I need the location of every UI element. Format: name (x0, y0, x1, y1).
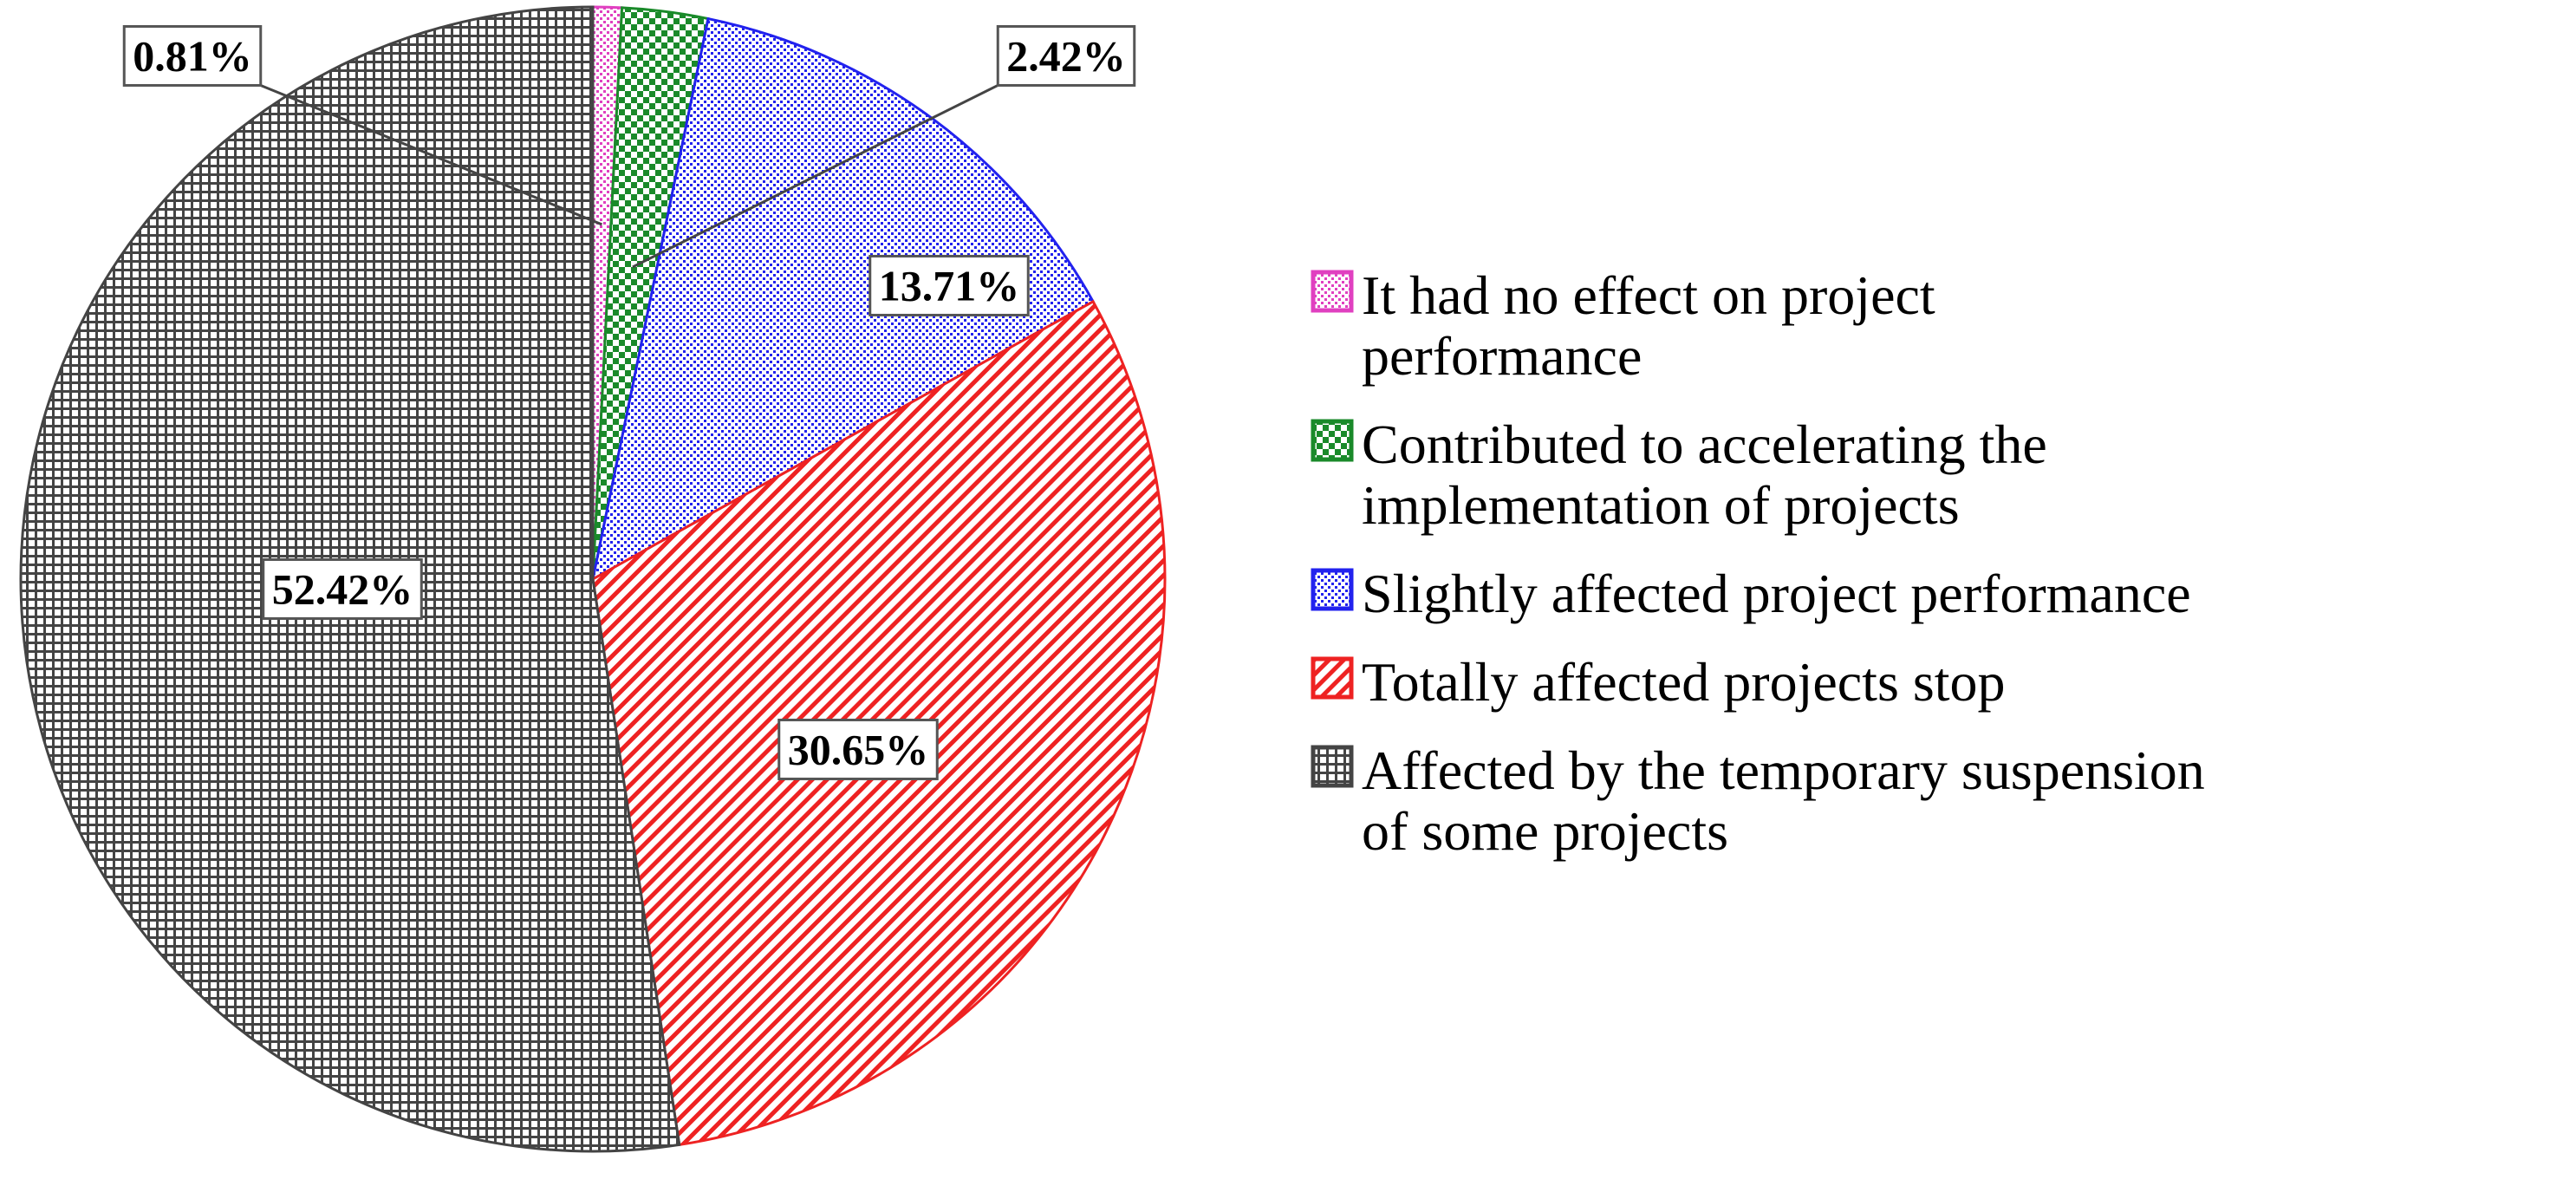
data-label-5: 52.42% (262, 557, 423, 620)
data-labels: 0.81% 2.42% 13.71% 30.65% 52.42% (122, 24, 1136, 780)
leader-line-2 (632, 84, 999, 269)
data-label-box-3 (868, 254, 1030, 316)
legend-label-5-line-1: Affected by the temporary suspension (1362, 740, 2205, 801)
legend-item-3: Slightly affected project performance (1311, 563, 2191, 624)
legend-item-2: Contributed to accelerating theimplement… (1311, 414, 2047, 536)
data-label-3: 13.71% (868, 254, 1030, 316)
data-label-box-5 (262, 557, 423, 620)
legend-swatch-3 (1311, 568, 1354, 611)
data-label-box-1 (122, 24, 263, 87)
data-label-text-4: 30.65% (788, 725, 929, 773)
legend-label-4-line-1: Totally affected projects stop (1362, 651, 2006, 713)
data-label-text-1: 0.81% (133, 31, 252, 80)
legend-swatch-1 (1311, 270, 1354, 313)
legend-swatch-2 (1311, 419, 1354, 462)
legend-label-3-line-1: Slightly affected project performance (1362, 563, 2191, 624)
legend-label-1-line-1: It had no effect on project (1362, 264, 1935, 326)
pie-slices (19, 5, 1167, 1153)
data-label-2: 2.42% (996, 24, 1136, 87)
leader-line-1 (260, 84, 602, 226)
legend-swatch-5 (1311, 745, 1354, 788)
legend-swatch-4 (1311, 656, 1354, 700)
legend-item-4: Totally affected projects stop (1311, 651, 2006, 713)
data-label-box-2 (996, 24, 1136, 87)
legend-label-2-line-1: Contributed to accelerating the (1362, 414, 2047, 475)
data-label-box-4 (777, 718, 939, 780)
legend-label-1-line-2: performance (1362, 325, 1642, 387)
data-label-4: 30.65% (777, 718, 939, 780)
legend-label-5-line-2: of some projects (1362, 800, 1728, 862)
data-label-1: 0.81% (122, 24, 263, 87)
data-label-text-2: 2.42% (1006, 31, 1126, 80)
data-label-text-3: 13.71% (879, 261, 1020, 310)
leader-lines (260, 84, 999, 269)
legend-label-2-line-2: implementation of projects (1362, 474, 1960, 536)
data-label-text-5: 52.42% (272, 564, 413, 613)
